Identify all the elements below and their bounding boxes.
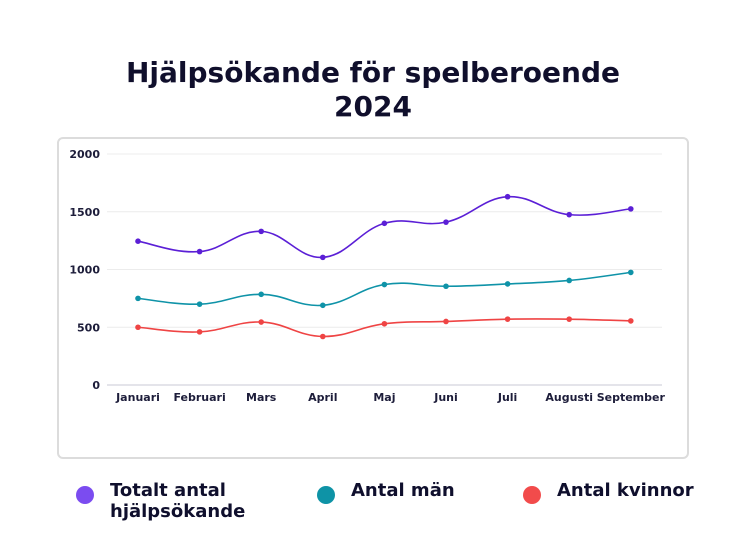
x-tick-label-juli: Juli: [497, 391, 517, 404]
data-point-total-juni: [443, 219, 449, 225]
data-point-men-juni: [443, 283, 449, 290]
legend-marker-women: [523, 486, 541, 504]
x-tick-label-september: September: [597, 391, 666, 404]
data-point-men-april: [320, 302, 326, 309]
series-line-total: [137, 195, 631, 259]
data-point-total-juli: [504, 193, 511, 200]
data-point-women-maj: [381, 320, 388, 327]
data-point-women-augusti: [566, 316, 572, 322]
data-point-total-augusti: [566, 211, 572, 218]
legend-marker-men: [317, 486, 335, 504]
y-tick-label-0: 0: [92, 379, 100, 392]
chart-title: Hjälpsökande för spelberoende 2024: [0, 56, 746, 124]
x-tick-label-mars: Mars: [246, 391, 277, 404]
legend-item-total[interactable]: Totalt antal hjälpsökande: [76, 480, 245, 522]
x-tick-label-maj: Maj: [373, 391, 395, 404]
legend-label-women: Antal kvinnor: [557, 480, 694, 501]
data-point-men-maj: [381, 281, 388, 288]
x-tick-label-februari: Februari: [173, 391, 225, 404]
data-point-men-mars: [258, 291, 265, 298]
data-point-women-mars: [258, 319, 265, 325]
data-point-women-februari: [196, 329, 203, 335]
chart-title-line-2: 2024: [334, 90, 412, 123]
series-line-women: [137, 318, 631, 338]
data-point-men-juli: [504, 281, 511, 287]
data-point-women-juli: [504, 316, 511, 322]
legend-marker-total: [76, 486, 94, 504]
data-point-men-augusti: [566, 277, 572, 284]
chart-card: [57, 137, 689, 459]
data-point-total-maj: [381, 220, 388, 227]
data-point-total-februari: [196, 248, 203, 255]
legend: Totalt antal hjälpsökande Antal män Anta…: [0, 480, 746, 540]
data-point-women-juni: [443, 318, 449, 325]
legend-label-total-line-1: Totalt antal: [110, 480, 226, 501]
y-tick-label-500: 500: [77, 321, 100, 334]
x-tick-label-augusti: Augusti: [545, 391, 593, 404]
data-point-men-januari: [135, 295, 141, 302]
data-point-total-mars: [258, 228, 265, 235]
legend-label-total-line-2: hjälpsökande: [110, 501, 246, 522]
data-point-men-februari: [196, 301, 203, 307]
legend-label-total: Totalt antal hjälpsökande: [110, 480, 245, 522]
legend-item-men[interactable]: Antal män: [317, 480, 455, 504]
data-point-women-januari: [135, 324, 141, 331]
legend-label-men: Antal män: [351, 480, 455, 501]
data-point-total-september: [628, 206, 634, 212]
y-tick-label-1000: 1000: [69, 264, 100, 277]
series-line-men: [137, 271, 631, 307]
y-tick-label-1500: 1500: [69, 206, 100, 219]
data-point-women-september: [628, 318, 634, 324]
data-point-men-september: [628, 269, 634, 276]
x-tick-label-juni: Juni: [433, 391, 458, 404]
x-tick-label-januari: Januari: [115, 391, 160, 404]
x-tick-label-april: April: [308, 391, 337, 404]
chart-title-line-1: Hjälpsökande för spelberoende: [125, 56, 620, 89]
data-point-women-april: [320, 333, 326, 340]
legend-item-women[interactable]: Antal kvinnor: [523, 480, 694, 504]
data-point-total-januari: [135, 238, 141, 245]
data-point-total-april: [320, 254, 326, 261]
y-tick-label-2000: 2000: [69, 148, 100, 161]
